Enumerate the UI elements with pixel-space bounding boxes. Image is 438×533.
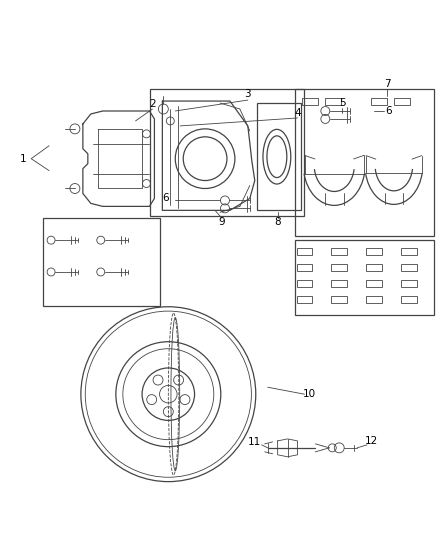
Bar xyxy=(401,296,417,303)
Text: 6: 6 xyxy=(162,193,169,204)
Bar xyxy=(366,296,382,303)
Bar xyxy=(325,98,341,105)
Text: 3: 3 xyxy=(244,89,251,99)
Bar xyxy=(303,98,318,105)
Text: 9: 9 xyxy=(219,217,225,227)
Text: 11: 11 xyxy=(248,437,261,447)
Bar xyxy=(294,89,434,236)
Bar xyxy=(394,98,410,105)
Bar xyxy=(331,296,347,303)
Bar xyxy=(294,240,434,314)
Text: 5: 5 xyxy=(339,98,346,108)
Text: 8: 8 xyxy=(274,217,281,227)
Text: 4: 4 xyxy=(294,108,301,118)
Bar xyxy=(150,89,304,216)
Bar xyxy=(401,280,417,287)
Bar xyxy=(297,248,312,255)
Bar xyxy=(331,264,347,271)
Bar xyxy=(331,248,347,255)
Text: 2: 2 xyxy=(149,99,156,109)
Bar xyxy=(366,264,382,271)
Bar xyxy=(331,280,347,287)
Text: 6: 6 xyxy=(385,106,392,116)
Text: 12: 12 xyxy=(364,436,378,446)
Text: 1: 1 xyxy=(20,154,27,164)
Text: 10: 10 xyxy=(303,389,316,399)
Bar xyxy=(366,248,382,255)
Text: 7: 7 xyxy=(384,79,390,89)
Bar xyxy=(366,280,382,287)
Bar xyxy=(297,296,312,303)
Bar xyxy=(401,248,417,255)
Bar xyxy=(371,98,387,105)
Bar xyxy=(43,219,160,306)
Bar xyxy=(401,264,417,271)
Bar xyxy=(297,280,312,287)
Bar xyxy=(257,103,301,211)
Bar xyxy=(297,264,312,271)
